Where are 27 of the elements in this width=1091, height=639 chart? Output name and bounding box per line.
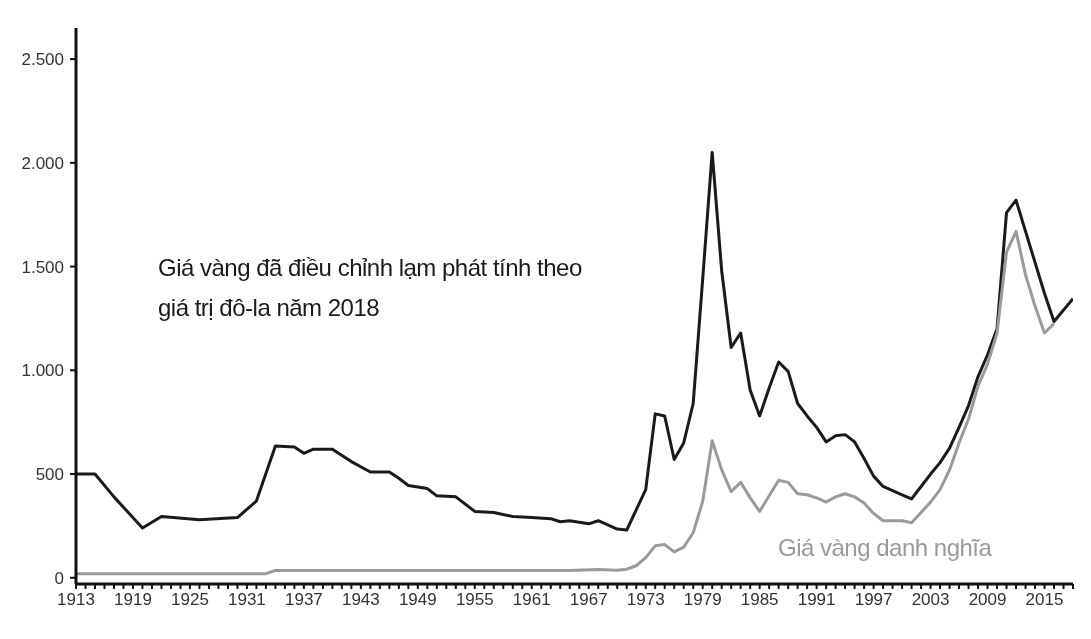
x-tick-label: 2009 [968, 590, 1007, 609]
y-tick-label: 500 [35, 465, 64, 485]
x-tick-label: 1931 [228, 590, 266, 609]
x-tick-label: 1997 [854, 590, 893, 609]
line-series [76, 229, 1056, 576]
x-tick-label: 1943 [341, 590, 380, 609]
x-tick-label: 1961 [512, 590, 551, 609]
x-tick-label: 1991 [797, 590, 836, 609]
text: Giá vàng đã điều chỉnh lạm phát tính theo giá trị đô-la năm 2018 [158, 253, 583, 323]
y-tick-label: 2.500 [21, 50, 64, 70]
x-tick-label: 1973 [626, 590, 665, 609]
y-tick-label: 2.000 [21, 153, 64, 173]
series-label: Giá vàng danh nghĩa [778, 533, 993, 563]
x-tick-label: 1955 [455, 590, 494, 609]
y-tick-label: 1.500 [21, 257, 64, 277]
x-tick-label: 2015 [1025, 590, 1064, 609]
x-tick-label: 1979 [683, 590, 722, 609]
y-tick-label: 1.000 [21, 361, 64, 381]
x-tick-label: 1967 [569, 590, 608, 609]
x-tick-label: 1919 [114, 590, 152, 609]
x-tick-label: 1949 [398, 590, 437, 609]
x-tick-label: 1925 [171, 590, 209, 609]
y-tick-label: 0 [54, 568, 64, 588]
x-tick-label: 1985 [740, 590, 779, 609]
x-tick-label: 1937 [284, 590, 323, 609]
x-tick-label: 1913 [57, 590, 95, 609]
x-tick-label: 2003 [911, 590, 950, 609]
